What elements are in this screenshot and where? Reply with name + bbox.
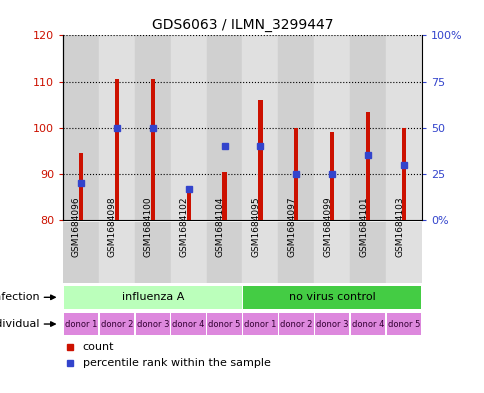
FancyBboxPatch shape <box>171 313 206 335</box>
Text: percentile rank within the sample: percentile rank within the sample <box>83 358 270 368</box>
Text: individual: individual <box>0 319 40 329</box>
Text: GSM1684097: GSM1684097 <box>287 196 296 257</box>
Bar <box>314 35 349 220</box>
Text: donor 1: donor 1 <box>65 320 97 329</box>
FancyBboxPatch shape <box>99 313 134 335</box>
Text: influenza A: influenza A <box>121 292 183 302</box>
Text: donor 3: donor 3 <box>315 320 348 329</box>
Bar <box>206 222 242 283</box>
Bar <box>115 79 119 220</box>
Bar <box>222 172 226 220</box>
Bar <box>242 222 278 283</box>
Text: donor 5: donor 5 <box>208 320 240 329</box>
FancyBboxPatch shape <box>386 313 421 335</box>
Bar <box>79 153 83 220</box>
Text: count: count <box>83 342 114 352</box>
Bar <box>186 188 190 220</box>
Bar <box>365 112 369 220</box>
FancyBboxPatch shape <box>63 313 98 335</box>
Text: GSM1684103: GSM1684103 <box>394 196 403 257</box>
Text: donor 4: donor 4 <box>351 320 383 329</box>
Bar <box>385 35 421 220</box>
Text: donor 3: donor 3 <box>136 320 169 329</box>
Text: no virus control: no virus control <box>288 292 375 302</box>
Text: donor 1: donor 1 <box>244 320 276 329</box>
Bar <box>170 35 206 220</box>
Bar <box>349 35 385 220</box>
Text: donor 2: donor 2 <box>101 320 133 329</box>
Bar <box>278 35 314 220</box>
Text: donor 4: donor 4 <box>172 320 204 329</box>
Bar <box>170 222 206 283</box>
FancyBboxPatch shape <box>278 313 313 335</box>
Text: GSM1684095: GSM1684095 <box>251 196 260 257</box>
Bar <box>294 128 298 220</box>
Bar <box>63 222 99 283</box>
Text: GSM1684096: GSM1684096 <box>72 196 81 257</box>
Text: GSM1684098: GSM1684098 <box>107 196 117 257</box>
Bar <box>242 35 278 220</box>
Bar <box>151 79 154 220</box>
FancyBboxPatch shape <box>314 313 349 335</box>
Bar <box>63 35 99 220</box>
Text: GSM1684101: GSM1684101 <box>358 196 367 257</box>
Text: GSM1684104: GSM1684104 <box>215 196 224 257</box>
Bar <box>99 35 135 220</box>
Bar <box>99 222 135 283</box>
FancyBboxPatch shape <box>242 313 277 335</box>
FancyBboxPatch shape <box>135 313 170 335</box>
Text: GSM1684102: GSM1684102 <box>179 196 188 257</box>
FancyBboxPatch shape <box>350 313 385 335</box>
Text: donor 2: donor 2 <box>280 320 312 329</box>
Text: donor 5: donor 5 <box>387 320 419 329</box>
Text: infection: infection <box>0 292 40 302</box>
FancyBboxPatch shape <box>207 313 242 335</box>
Title: GDS6063 / ILMN_3299447: GDS6063 / ILMN_3299447 <box>151 18 333 31</box>
Text: GSM1684099: GSM1684099 <box>322 196 332 257</box>
Text: GSM1684100: GSM1684100 <box>143 196 152 257</box>
Bar <box>349 222 385 283</box>
Bar <box>135 35 170 220</box>
Bar <box>401 128 405 220</box>
Bar <box>278 222 314 283</box>
FancyBboxPatch shape <box>242 286 421 309</box>
Bar <box>314 222 349 283</box>
Bar <box>385 222 421 283</box>
Bar <box>135 222 170 283</box>
Bar <box>206 35 242 220</box>
Bar <box>330 132 333 220</box>
Bar <box>258 100 262 220</box>
FancyBboxPatch shape <box>63 286 242 309</box>
